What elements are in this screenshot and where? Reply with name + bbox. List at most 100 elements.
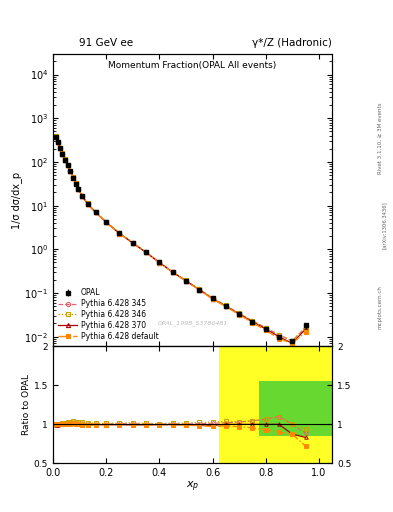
Legend: OPAL, Pythia 6.428 345, Pythia 6.428 346, Pythia 6.428 370, Pythia 6.428 default: OPAL, Pythia 6.428 345, Pythia 6.428 346… bbox=[57, 287, 160, 343]
Pythia 6.428 346 bbox=[80, 193, 84, 199]
Pythia 6.428 346 bbox=[93, 209, 98, 215]
Pythia 6.428 346 bbox=[303, 324, 308, 330]
Pythia 6.428 346 bbox=[250, 318, 255, 324]
Pythia 6.428 370 bbox=[54, 134, 59, 140]
Pythia 6.428 default bbox=[104, 219, 108, 225]
X-axis label: $x_p$: $x_p$ bbox=[186, 480, 199, 494]
Pythia 6.428 370 bbox=[68, 168, 73, 174]
Pythia 6.428 370 bbox=[93, 209, 98, 216]
Line: Pythia 6.428 default: Pythia 6.428 default bbox=[54, 134, 308, 346]
Pythia 6.428 346 bbox=[237, 310, 241, 316]
Pythia 6.428 346 bbox=[170, 269, 175, 275]
Pythia 6.428 default bbox=[197, 287, 202, 293]
Pythia 6.428 370 bbox=[184, 278, 188, 284]
Pythia 6.428 346 bbox=[224, 302, 228, 308]
Pythia 6.428 370 bbox=[71, 174, 75, 180]
Pythia 6.428 345 bbox=[277, 332, 281, 338]
Pythia 6.428 345 bbox=[65, 162, 70, 168]
Pythia 6.428 default bbox=[144, 249, 149, 255]
Pythia 6.428 370 bbox=[73, 180, 78, 186]
Pythia 6.428 default bbox=[57, 145, 62, 151]
Pythia 6.428 345 bbox=[263, 325, 268, 331]
Pythia 6.428 default bbox=[224, 304, 228, 310]
Pythia 6.428 345 bbox=[93, 209, 98, 216]
Pythia 6.428 default bbox=[277, 335, 281, 342]
Pythia 6.428 345 bbox=[117, 230, 122, 237]
Pythia 6.428 default bbox=[76, 186, 81, 192]
Pythia 6.428 default bbox=[157, 260, 162, 266]
Pythia 6.428 370 bbox=[250, 318, 255, 325]
Pythia 6.428 370 bbox=[303, 326, 308, 332]
Pythia 6.428 default bbox=[54, 134, 59, 140]
Pythia 6.428 346 bbox=[68, 167, 73, 174]
Pythia 6.428 345 bbox=[224, 303, 228, 309]
Pythia 6.428 370 bbox=[65, 162, 70, 168]
Pythia 6.428 345 bbox=[68, 168, 73, 174]
Pythia 6.428 346 bbox=[104, 219, 108, 225]
Line: Pythia 6.428 345: Pythia 6.428 345 bbox=[54, 135, 308, 343]
Bar bbox=[219, 346, 332, 463]
Pythia 6.428 345 bbox=[76, 186, 81, 192]
Bar bbox=[259, 381, 332, 436]
Pythia 6.428 346 bbox=[60, 151, 65, 157]
Pythia 6.428 370 bbox=[263, 326, 268, 332]
Pythia 6.428 default bbox=[250, 319, 255, 326]
Pythia 6.428 default bbox=[65, 162, 70, 168]
Pythia 6.428 370 bbox=[210, 295, 215, 302]
Text: mcplots.cern.ch: mcplots.cern.ch bbox=[378, 285, 383, 329]
Pythia 6.428 370 bbox=[62, 157, 67, 163]
Pythia 6.428 345 bbox=[237, 310, 241, 316]
Pythia 6.428 346 bbox=[130, 240, 135, 246]
Pythia 6.428 346 bbox=[57, 144, 62, 151]
Pythia 6.428 370 bbox=[157, 260, 162, 266]
Pythia 6.428 default bbox=[184, 278, 188, 284]
Pythia 6.428 345 bbox=[57, 145, 62, 151]
Pythia 6.428 345 bbox=[250, 318, 255, 324]
Pythia 6.428 default bbox=[117, 230, 122, 237]
Pythia 6.428 346 bbox=[85, 200, 90, 206]
Pythia 6.428 345 bbox=[170, 269, 175, 275]
Text: γ*/Z (Hadronic): γ*/Z (Hadronic) bbox=[252, 37, 332, 48]
Pythia 6.428 345 bbox=[104, 219, 108, 225]
Pythia 6.428 345 bbox=[85, 201, 90, 207]
Pythia 6.428 default bbox=[60, 151, 65, 157]
Pythia 6.428 346 bbox=[277, 332, 281, 338]
Pythia 6.428 346 bbox=[184, 278, 188, 284]
Pythia 6.428 346 bbox=[71, 174, 75, 180]
Pythia 6.428 370 bbox=[60, 151, 65, 157]
Pythia 6.428 345 bbox=[55, 139, 60, 145]
Text: OPAL_1998_S3780481: OPAL_1998_S3780481 bbox=[157, 320, 228, 326]
Pythia 6.428 default bbox=[55, 139, 60, 145]
Pythia 6.428 345 bbox=[71, 174, 75, 180]
Pythia 6.428 370 bbox=[85, 201, 90, 207]
Pythia 6.428 370 bbox=[117, 230, 122, 237]
Pythia 6.428 default bbox=[68, 168, 73, 174]
Y-axis label: 1/σ dσ/dx_p: 1/σ dσ/dx_p bbox=[11, 172, 22, 229]
Pythia 6.428 370 bbox=[130, 240, 135, 246]
Pythia 6.428 370 bbox=[224, 303, 228, 309]
Pythia 6.428 346 bbox=[76, 185, 81, 191]
Pythia 6.428 345 bbox=[303, 325, 308, 331]
Pythia 6.428 346 bbox=[62, 156, 67, 162]
Pythia 6.428 370 bbox=[144, 249, 149, 255]
Pythia 6.428 370 bbox=[290, 340, 295, 347]
Pythia 6.428 345 bbox=[62, 157, 67, 163]
Pythia 6.428 345 bbox=[197, 286, 202, 292]
Pythia 6.428 default bbox=[85, 201, 90, 207]
Pythia 6.428 345 bbox=[157, 259, 162, 265]
Pythia 6.428 default bbox=[237, 311, 241, 317]
Pythia 6.428 346 bbox=[210, 295, 215, 301]
Line: Pythia 6.428 370: Pythia 6.428 370 bbox=[54, 135, 308, 346]
Line: Pythia 6.428 346: Pythia 6.428 346 bbox=[54, 134, 308, 343]
Pythia 6.428 370 bbox=[80, 193, 84, 199]
Pythia 6.428 345 bbox=[130, 240, 135, 246]
Pythia 6.428 370 bbox=[277, 334, 281, 340]
Pythia 6.428 346 bbox=[157, 259, 162, 265]
Pythia 6.428 default bbox=[130, 240, 135, 246]
Pythia 6.428 346 bbox=[197, 286, 202, 292]
Pythia 6.428 default bbox=[93, 209, 98, 216]
Pythia 6.428 default bbox=[73, 180, 78, 186]
Pythia 6.428 346 bbox=[290, 338, 295, 344]
Pythia 6.428 345 bbox=[80, 193, 84, 199]
Pythia 6.428 default bbox=[62, 157, 67, 163]
